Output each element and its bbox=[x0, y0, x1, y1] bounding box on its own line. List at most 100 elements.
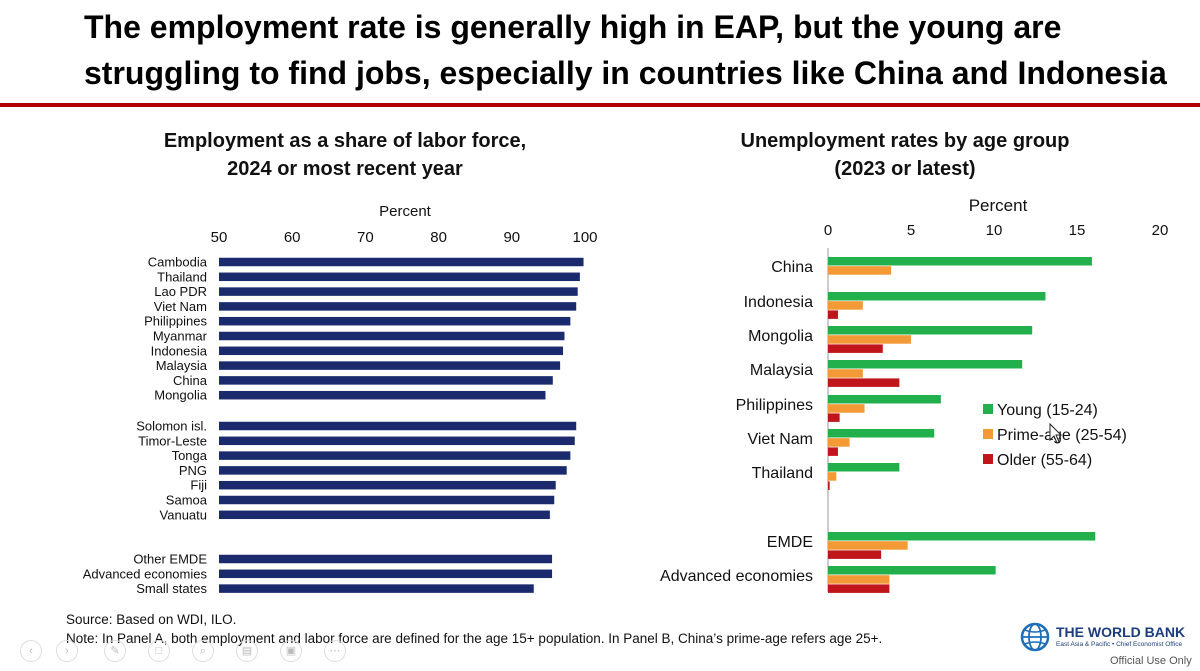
panel-b-category-label: Indonesia bbox=[744, 294, 813, 311]
panel-b-bar bbox=[828, 404, 865, 413]
panel-b-bar bbox=[828, 566, 996, 575]
panel-b-bar bbox=[828, 257, 1092, 266]
panel-b-category-label: Thailand bbox=[752, 465, 813, 482]
panel-a-bar bbox=[219, 361, 561, 370]
panel-a-bar bbox=[219, 376, 553, 385]
panel-b-bar bbox=[828, 575, 890, 584]
panel-b-bar bbox=[828, 447, 838, 456]
panel-b-category-label: Advanced economies bbox=[660, 568, 813, 585]
previous-slide-icon[interactable]: ‹ bbox=[20, 640, 42, 662]
panel-b-bar bbox=[828, 395, 941, 404]
panel-b-bar bbox=[828, 438, 850, 447]
panel-a-bar bbox=[219, 287, 578, 296]
legend-label: Young (15-24) bbox=[997, 402, 1098, 419]
globe-icon bbox=[1020, 622, 1050, 652]
panel-b-category-label: Philippines bbox=[736, 397, 813, 414]
panel-b-bar bbox=[828, 532, 1096, 541]
panel-b-tick-label: 5 bbox=[907, 222, 915, 239]
panel-a-category-label: Thailand bbox=[157, 269, 207, 284]
panel-a-bar bbox=[219, 584, 534, 593]
panel-a-title-line-1: Employment as a share of labor force, bbox=[163, 130, 527, 152]
panel-a-tick-label: 100 bbox=[572, 229, 597, 246]
panel-a-category-label: Advanced economies bbox=[83, 566, 208, 581]
panel-a-bar bbox=[219, 480, 556, 490]
panel-a-category-label: Fiji bbox=[190, 478, 207, 493]
panel-b-category-label: Viet Nam bbox=[747, 431, 813, 448]
zoom-icon[interactable]: ⌕ bbox=[192, 640, 214, 662]
panel-b-bar bbox=[828, 360, 1023, 369]
slides-icon[interactable]: □ bbox=[148, 640, 170, 662]
panel-a-bar bbox=[219, 331, 565, 341]
panel-a-category-label: China bbox=[173, 373, 208, 388]
panel-a-category-label: Indonesia bbox=[151, 343, 208, 358]
panel-a-category-label: Other EMDE bbox=[133, 552, 207, 567]
panel-a-bar bbox=[219, 272, 580, 282]
panel-b-bar bbox=[828, 429, 935, 438]
camera-icon[interactable]: ▣ bbox=[280, 640, 302, 662]
world-bank-logo: THE WORLD BANK East Asia & Pacific • Chi… bbox=[1020, 622, 1190, 654]
panel-a-category-label: Small states bbox=[136, 581, 207, 596]
panel-a-bar bbox=[219, 510, 550, 520]
next-slide-icon[interactable]: › bbox=[56, 640, 78, 662]
panel-a-bar bbox=[219, 302, 577, 311]
more-options-icon[interactable]: ⋯ bbox=[324, 640, 346, 662]
note-text: Note: In Panel A, both employment and la… bbox=[66, 631, 883, 646]
title-divider bbox=[0, 103, 1200, 107]
panel-b-bar bbox=[828, 335, 911, 344]
panel-a-bar bbox=[219, 466, 567, 475]
headline-line-2: struggling to find jobs, especially in c… bbox=[84, 55, 1167, 91]
panel-b-bar bbox=[828, 481, 830, 490]
panel-a-category-label: Myanmar bbox=[153, 329, 208, 344]
panel-a-category-label: Philippines bbox=[144, 314, 207, 329]
panel-b-bar bbox=[828, 266, 892, 275]
panel-b-bar bbox=[828, 472, 837, 481]
panel-a-category-label: Vanuatu bbox=[160, 507, 207, 522]
panel-b-title-line-2: (2023 or latest) bbox=[834, 158, 976, 180]
panel-a-category-label: Solomon isl. bbox=[136, 419, 207, 434]
panel-b-category-label: Malaysia bbox=[750, 362, 813, 379]
panel-a-bar bbox=[219, 451, 571, 460]
official-use-label: Official Use Only bbox=[1110, 655, 1192, 667]
panel-a-bar bbox=[219, 554, 553, 564]
panel-a-category-label: Malaysia bbox=[156, 358, 208, 373]
panel-a-tick-label: 80 bbox=[430, 229, 447, 246]
legend-swatch bbox=[983, 429, 993, 439]
source-text: Source: Based on WDI, ILO. bbox=[66, 612, 237, 627]
panel-a-category-label: Mongolia bbox=[154, 388, 208, 403]
legend-swatch bbox=[983, 404, 993, 414]
panel-a-tick-label: 70 bbox=[357, 229, 374, 246]
panel-a-title-line-2: 2024 or most recent year bbox=[227, 158, 463, 180]
panel-b-bar bbox=[828, 292, 1046, 301]
subtitles-icon[interactable]: ▤ bbox=[236, 640, 258, 662]
panel-a-bar bbox=[219, 257, 584, 267]
panel-b-category-label: Mongolia bbox=[748, 328, 813, 345]
panel-b-bar bbox=[828, 550, 882, 559]
panel-b-bar bbox=[828, 584, 890, 593]
legend-swatch bbox=[983, 454, 993, 464]
panel-b-tick-label: 10 bbox=[986, 222, 1003, 239]
panel-b-bar bbox=[828, 326, 1033, 335]
panel-b-bar bbox=[828, 378, 900, 387]
panel-a-category-label: Lao PDR bbox=[154, 284, 207, 299]
panel-b-category-label: EMDE bbox=[767, 534, 813, 551]
panel-a-category-label: Samoa bbox=[166, 493, 208, 508]
panel-a-axis-label: Percent bbox=[379, 203, 432, 220]
panel-b-bar bbox=[828, 463, 900, 472]
legend-label: Older (55-64) bbox=[997, 452, 1092, 469]
panel-a-bar bbox=[219, 495, 555, 505]
panel-a-tick-label: 60 bbox=[284, 229, 301, 246]
logo-name: THE WORLD BANK bbox=[1056, 624, 1186, 640]
panel-b-bar bbox=[828, 344, 883, 353]
panel-a-category-label: Tonga bbox=[172, 448, 208, 463]
panel-b-tick-label: 0 bbox=[824, 222, 832, 239]
pen-icon[interactable]: ✎ bbox=[104, 640, 126, 662]
panel-b-bar bbox=[828, 413, 840, 422]
panel-b-bar bbox=[828, 541, 908, 550]
panel-a-category-label: Cambodia bbox=[148, 255, 208, 270]
panel-b-tick-label: 20 bbox=[1152, 222, 1169, 239]
panel-a-category-label: Viet Nam bbox=[154, 299, 207, 314]
panel-a-bar bbox=[219, 421, 577, 431]
headline: The employment rate is generally high in… bbox=[40, 4, 1170, 96]
panel-a-tick-label: 90 bbox=[503, 229, 520, 246]
